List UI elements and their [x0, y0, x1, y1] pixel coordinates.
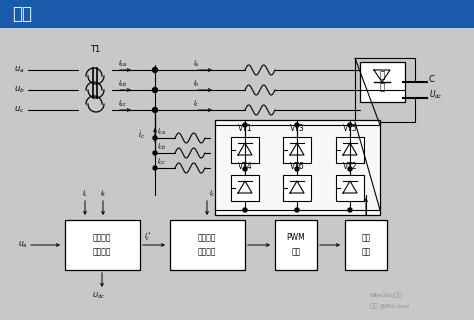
Text: $i_c^*$: $i_c^*$: [144, 230, 152, 244]
Text: 电路: 电路: [361, 247, 371, 257]
Text: 控制电路: 控制电路: [198, 247, 216, 257]
Circle shape: [295, 208, 299, 212]
Text: $u_b$: $u_b$: [14, 85, 25, 95]
Text: $i_c$: $i_c$: [193, 99, 200, 109]
Text: $i_k$: $i_k$: [100, 189, 107, 199]
Text: C: C: [429, 76, 435, 84]
Text: $U_{dc}$: $U_{dc}$: [91, 291, 104, 301]
Text: $i_L$: $i_L$: [82, 189, 88, 199]
Bar: [170, 220, 245, 270]
Bar: [231, 137, 259, 163]
Circle shape: [348, 123, 352, 127]
Text: $i_{sc}$: $i_{sc}$: [118, 99, 127, 109]
Bar: [65, 220, 140, 270]
Bar: [336, 175, 364, 201]
Circle shape: [348, 167, 352, 171]
Text: 谐波: 谐波: [12, 5, 32, 23]
Circle shape: [153, 151, 157, 155]
Bar: [0, 0, 474, 28]
Text: VT2: VT2: [343, 162, 357, 171]
Circle shape: [243, 167, 247, 171]
Circle shape: [153, 136, 157, 140]
Text: $u_a$: $u_a$: [18, 240, 28, 250]
Bar: [215, 120, 380, 215]
Text: VT6: VT6: [290, 162, 304, 171]
Bar: [275, 220, 317, 270]
Bar: [283, 175, 311, 201]
Bar: [360, 62, 405, 102]
Text: VT3: VT3: [290, 124, 304, 133]
Circle shape: [348, 208, 352, 212]
Text: $i_{cb}$: $i_{cb}$: [157, 142, 166, 152]
Text: 电流跟踪: 电流跟踪: [198, 234, 216, 243]
Text: VT4: VT4: [237, 162, 252, 171]
Text: 驱动: 驱动: [361, 234, 371, 243]
Text: VT1: VT1: [237, 124, 252, 133]
Text: $i_c$: $i_c$: [209, 189, 215, 199]
Text: PWM: PWM: [287, 234, 305, 243]
Bar: [336, 137, 364, 163]
Text: $i_{sa}$: $i_{sa}$: [118, 59, 127, 69]
Bar: [345, 220, 387, 270]
Text: $i_a$: $i_a$: [193, 59, 200, 69]
Circle shape: [243, 123, 247, 127]
Text: 信号: 信号: [292, 247, 301, 257]
Circle shape: [295, 123, 299, 127]
Text: 运算电路: 运算电路: [93, 247, 111, 257]
Circle shape: [153, 87, 157, 92]
Bar: [283, 137, 311, 163]
Circle shape: [243, 208, 247, 212]
Text: $u_a$: $u_a$: [14, 65, 25, 75]
Text: $i_{ca}$: $i_{ca}$: [157, 127, 166, 137]
Circle shape: [153, 166, 157, 170]
Text: Wee2oo搜库: Wee2oo搜库: [370, 292, 403, 298]
Text: 负: 负: [379, 71, 385, 81]
Text: T1: T1: [90, 45, 100, 54]
Text: $i_c$: $i_c$: [138, 129, 145, 141]
Text: VT5: VT5: [343, 124, 357, 133]
Text: 知乎 @Bai-bye: 知乎 @Bai-bye: [370, 303, 410, 309]
Text: $u_c$: $u_c$: [14, 105, 25, 115]
Bar: [231, 175, 259, 201]
Text: $U_{dc}$: $U_{dc}$: [429, 89, 443, 101]
Circle shape: [153, 108, 157, 113]
Text: 载: 载: [379, 84, 385, 92]
Text: $i_b$: $i_b$: [193, 79, 200, 89]
Text: $i_{sb}$: $i_{sb}$: [118, 79, 128, 89]
Text: 指令电流: 指令电流: [93, 234, 111, 243]
Circle shape: [295, 167, 299, 171]
Text: $i_{cc}$: $i_{cc}$: [157, 157, 166, 167]
Circle shape: [153, 68, 157, 73]
